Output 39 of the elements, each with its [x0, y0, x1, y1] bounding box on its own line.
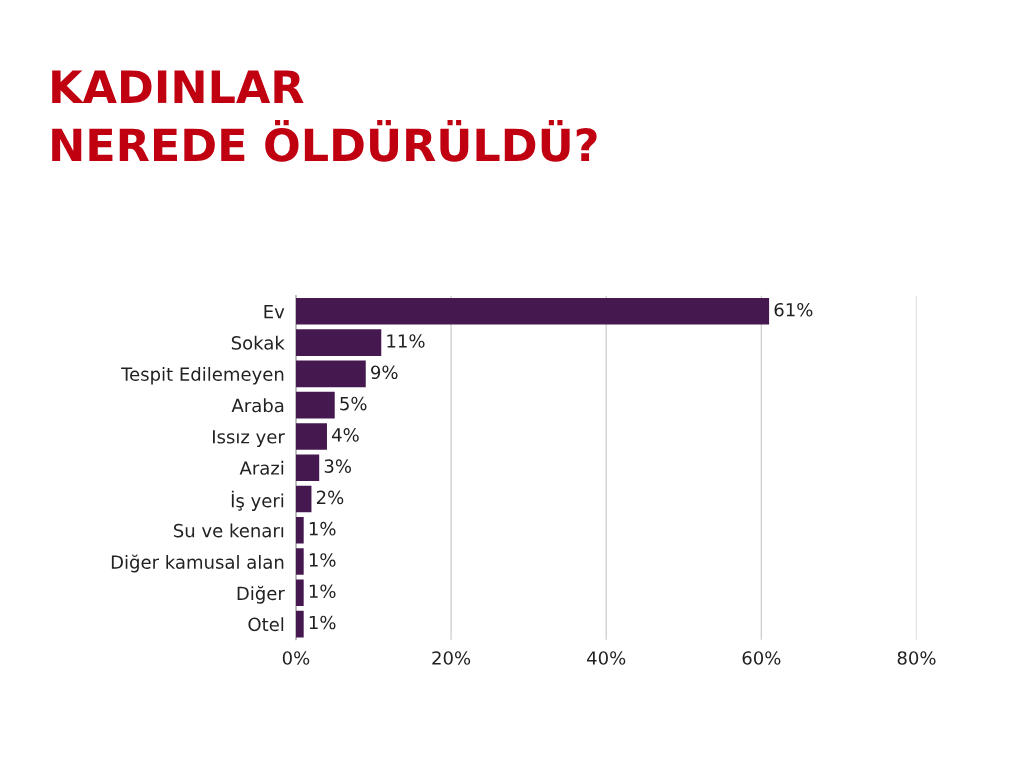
data-label: 5%: [340, 396, 367, 411]
bar: [295, 423, 327, 450]
bar: [295, 454, 320, 482]
x-tick-label: 40%: [587, 651, 626, 665]
y-tick-label: Issız yer: [213, 430, 285, 448]
data-label: 61%: [774, 302, 813, 317]
data-label: 11%: [387, 334, 425, 348]
x-tick-label: 60%: [742, 651, 781, 665]
bar: [295, 485, 312, 513]
y-tick-label: Diğer kamusal alan: [111, 554, 284, 573]
data-label: 2%: [316, 490, 344, 505]
data-label: 1%: [309, 553, 336, 567]
data-label: 3%: [324, 459, 352, 473]
bar: [295, 329, 382, 356]
data-label: 1%: [309, 584, 336, 599]
y-tick-label: Diğer: [237, 585, 285, 604]
data-label: 4%: [332, 428, 359, 442]
data-label: 1%: [309, 615, 336, 630]
x-tick-label: 20%: [432, 651, 471, 665]
x-tick-label: 80%: [897, 651, 936, 665]
bar: [295, 298, 770, 325]
y-tick-label: Su ve kenarı: [173, 523, 284, 538]
y-tick-label: Otel: [248, 617, 284, 632]
y-tick-label: Sokak: [231, 335, 285, 350]
bar: [295, 610, 304, 638]
y-tick-label: İş yeri: [231, 490, 284, 511]
y-tick-label: Arazi: [239, 460, 284, 475]
bar: [295, 391, 335, 419]
bar: [295, 516, 304, 544]
chart-title: KADINLAR NEREDE ÖLDÜRÜLDÜ?: [52, 70, 597, 162]
y-tick-label: Tespit Edilemeyen: [121, 367, 284, 385]
data-label: 1%: [309, 521, 336, 536]
x-tick-label: 0%: [282, 651, 310, 665]
bar: [295, 579, 304, 607]
data-label: 9%: [371, 365, 398, 380]
bar: [295, 360, 366, 388]
bar: [295, 548, 304, 575]
y-tick-label: Araba: [231, 398, 284, 413]
y-tick-label: Ev: [264, 305, 285, 319]
